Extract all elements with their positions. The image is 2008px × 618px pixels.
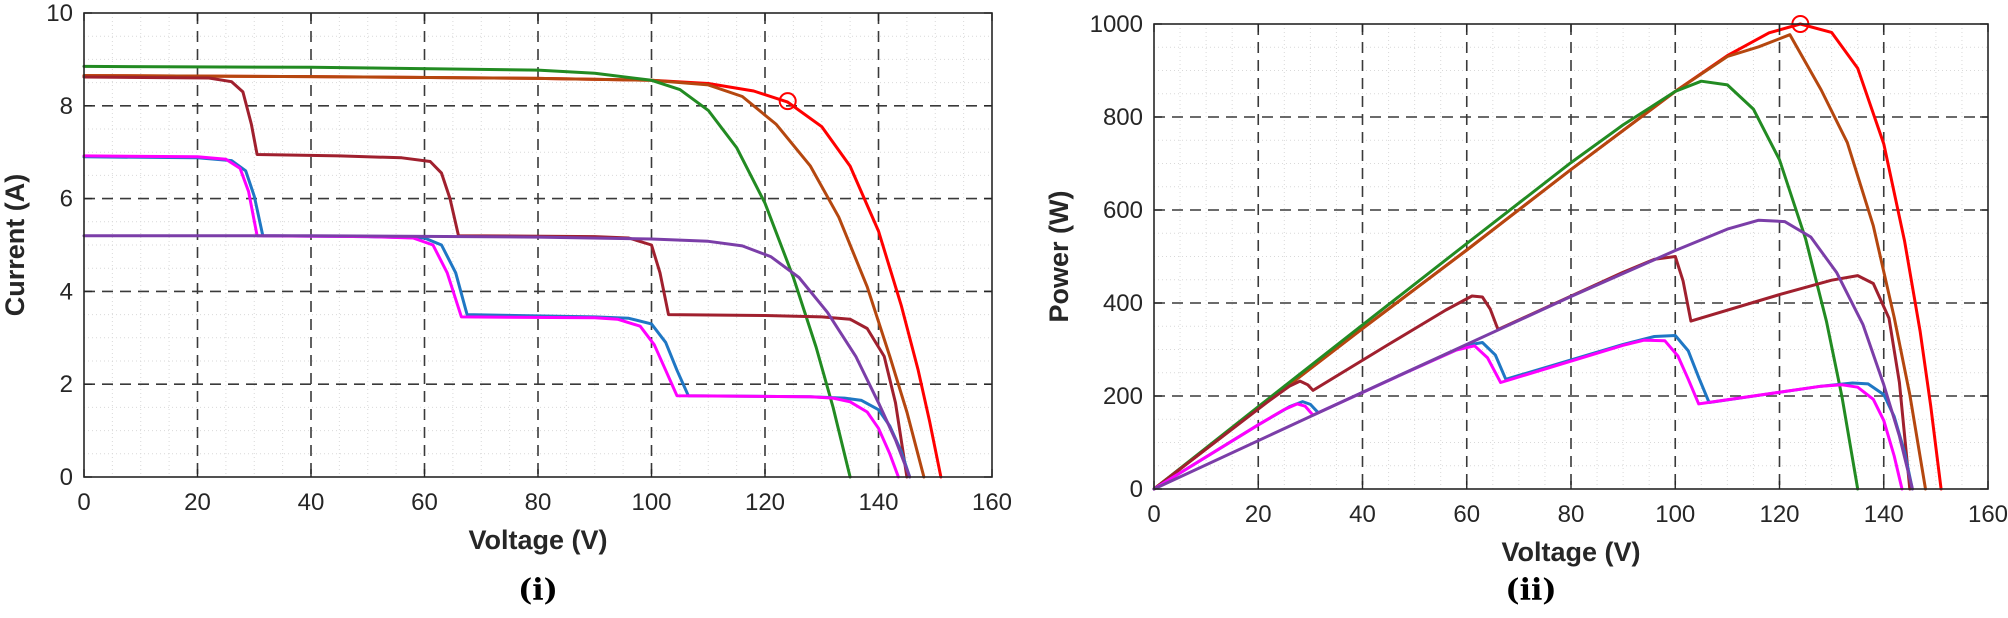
x-tick-label: 120: [745, 489, 785, 516]
y-tick-label: 600: [1103, 197, 1143, 224]
series-line-7: [1152, 218, 1914, 491]
chart-panel-current-voltage: 0 20 40 60 80 100 120 140 160 0 2 4 6 8 10 Voltage (V) C…: [0, 0, 1012, 608]
series-line-2: [1152, 33, 1927, 491]
panel-caption: (i): [518, 573, 558, 608]
series-line-3: [1152, 79, 1860, 491]
x-tick-label: 100: [631, 489, 671, 516]
y-axis-label: Power (W): [1044, 191, 1074, 323]
y-tick-label: 400: [1103, 290, 1143, 317]
x-tick-label: 140: [1864, 501, 1904, 528]
series-line-3: [82, 64, 852, 479]
y-axis-label: Current (A): [0, 174, 30, 317]
series-group: [82, 64, 943, 479]
x-tick-label: 20: [184, 489, 211, 516]
y-tick-label: 10: [46, 0, 73, 27]
tick-marks: [83, 12, 993, 478]
x-tick-label: 160: [1968, 501, 2008, 528]
y-tick-label: 1000: [1090, 11, 1143, 38]
y-tick-label: 6: [60, 186, 73, 213]
x-tick-label: 160: [972, 489, 1012, 516]
x-tick-label: 0: [77, 489, 90, 516]
major-grid: [1154, 24, 1988, 489]
major-grid: [84, 13, 992, 477]
x-tick-label: 120: [1759, 501, 1799, 528]
series-line-2: [82, 74, 926, 479]
panel-caption: (ii): [1505, 573, 1556, 608]
x-tick-label: 40: [298, 489, 325, 516]
y-tick-label: 200: [1103, 383, 1143, 410]
x-tick-label: 80: [525, 489, 552, 516]
y-tick-label: 2: [60, 371, 73, 398]
x-tick-label: 20: [1245, 501, 1272, 528]
x-tick-label: 100: [1655, 501, 1695, 528]
x-tick-label: 60: [1453, 501, 1480, 528]
y-tick-label: 4: [60, 278, 73, 305]
series-line-7: [82, 234, 912, 479]
series-line-6: [82, 154, 900, 479]
x-tick-label: 140: [858, 489, 898, 516]
x-tick-label: 40: [1349, 501, 1376, 528]
x-axis-label: Voltage (V): [468, 525, 607, 555]
y-tick-label: 0: [60, 464, 73, 491]
y-tick-label: 800: [1103, 104, 1143, 131]
x-tick-label: 0: [1147, 501, 1160, 528]
x-axis-label: Voltage (V): [1501, 537, 1640, 567]
x-tick-label: 60: [411, 489, 438, 516]
x-tick-label: 80: [1558, 501, 1585, 528]
y-tick-label: 8: [60, 93, 73, 120]
tick-marks: [1153, 23, 1989, 490]
chart-panel-power-voltage: 0 20 40 60 80 100 120 140 160 0 200 400 600 800 1000 Vo…: [1044, 11, 2008, 608]
max-power-point-marker: [778, 92, 797, 111]
series-line-6: [1152, 338, 1904, 491]
y-tick-label: 0: [1130, 476, 1143, 503]
series-group: [1152, 22, 1943, 491]
